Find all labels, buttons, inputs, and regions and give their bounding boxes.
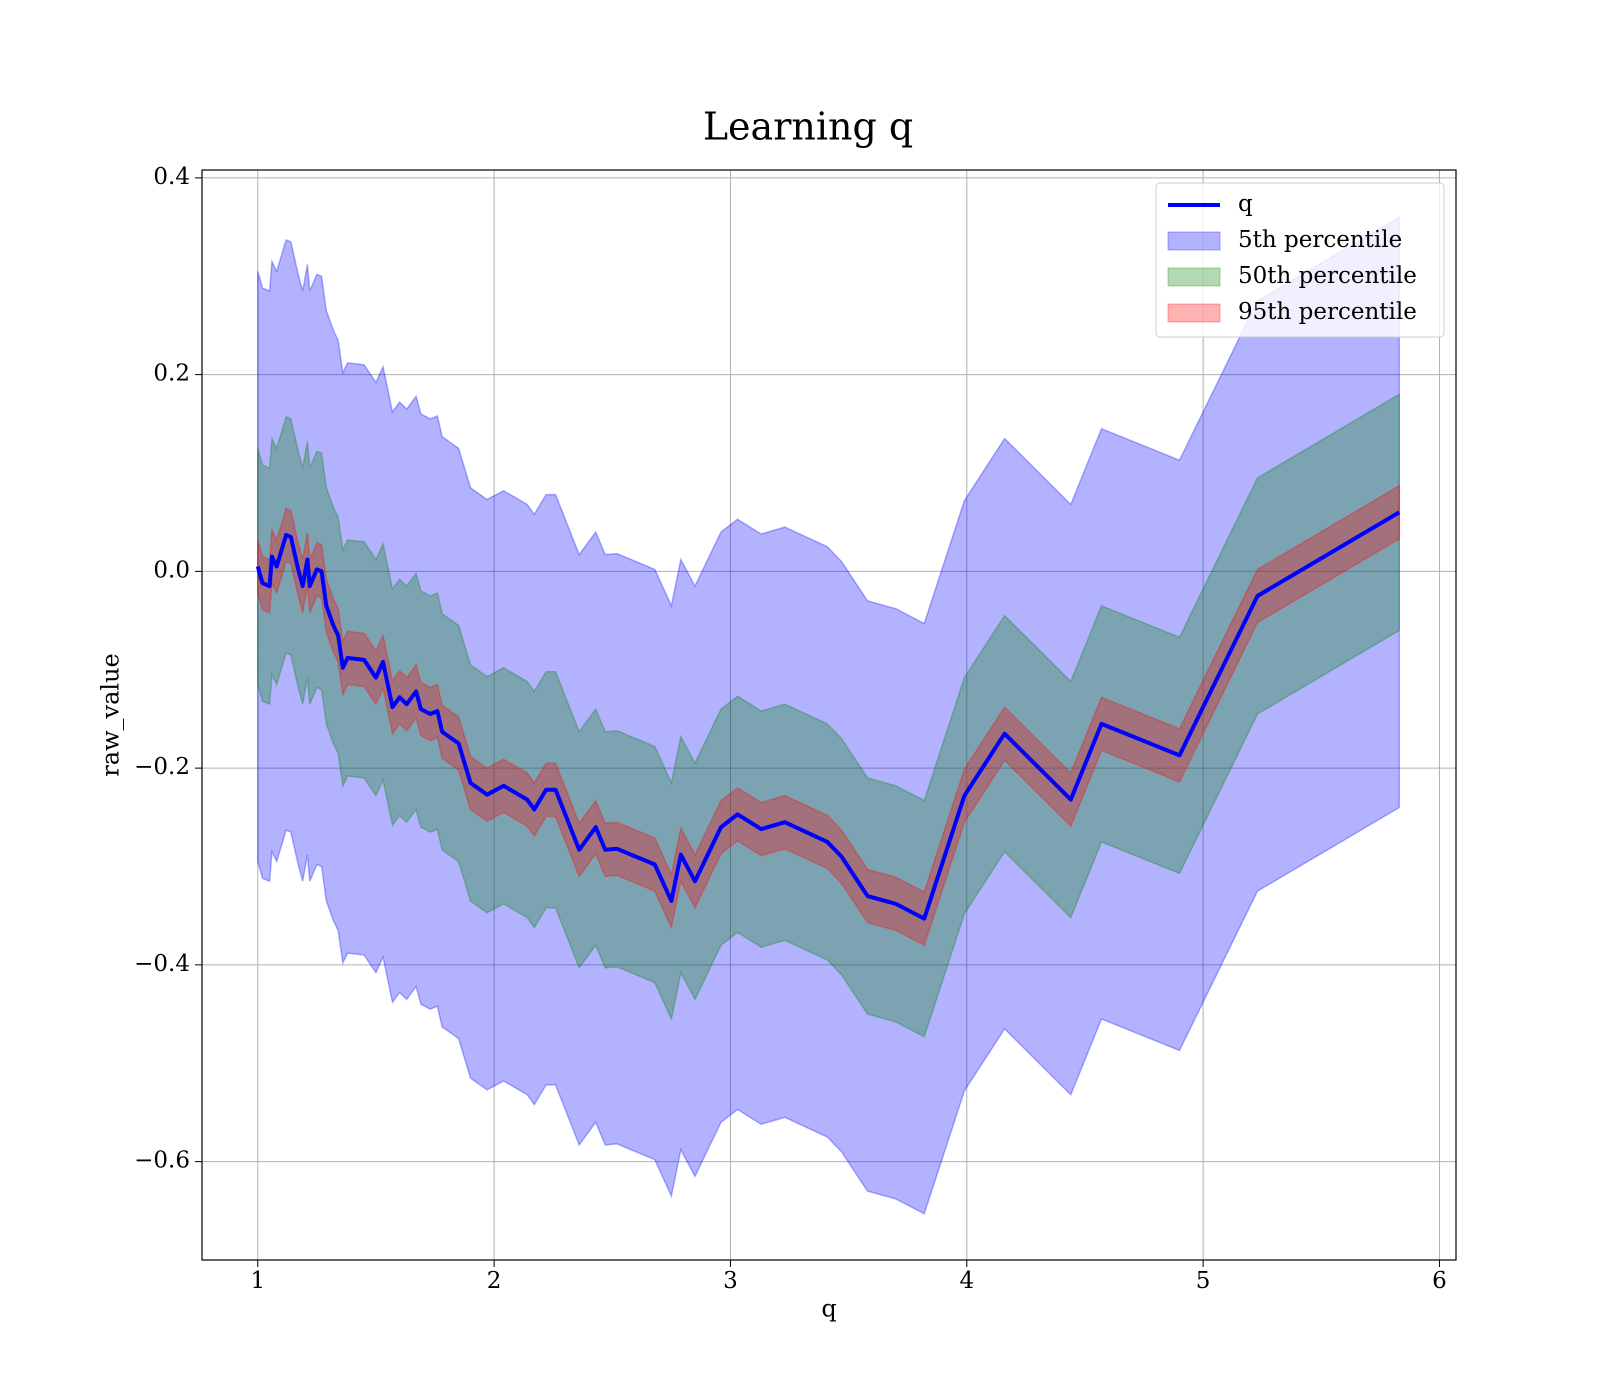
x-tick-label: 3 xyxy=(723,1268,738,1294)
y-tick-label: 0.4 xyxy=(153,164,190,190)
x-tick-label: 6 xyxy=(1432,1268,1447,1294)
y-tick-label: −0.6 xyxy=(134,1148,190,1174)
x-tick-label: 5 xyxy=(1196,1268,1211,1294)
legend-swatch xyxy=(1167,303,1221,323)
x-axis-label: q xyxy=(821,1295,836,1323)
legend-label: q xyxy=(1238,191,1253,217)
chart-title: Learning q xyxy=(703,105,913,149)
x-tick-label: 1 xyxy=(250,1268,265,1294)
band-area xyxy=(257,392,1401,1038)
plot-frame xyxy=(201,169,1457,1261)
legend-label: 5th percentile xyxy=(1238,227,1402,253)
band-area xyxy=(257,215,1401,1215)
legend-label: 50th percentile xyxy=(1238,263,1417,289)
legend-swatch xyxy=(1167,231,1221,251)
y-tick-label: 0.0 xyxy=(153,557,190,583)
legend: q 5th percentile 50th percentile 95th perce… xyxy=(1155,182,1445,338)
line xyxy=(255,510,1401,921)
y-axis-label: raw_value xyxy=(97,653,125,777)
legend-label: 95th percentile xyxy=(1238,299,1417,325)
x-tick-label: 2 xyxy=(487,1268,502,1294)
band-area xyxy=(257,484,1401,947)
y-tick-label: 0.2 xyxy=(153,361,190,387)
legend-swatch xyxy=(1167,267,1221,287)
y-tick-label: −0.4 xyxy=(134,951,190,977)
legend-box xyxy=(1155,182,1445,338)
x-tick-label: 4 xyxy=(959,1268,974,1294)
y-tick-label: −0.2 xyxy=(134,754,190,780)
